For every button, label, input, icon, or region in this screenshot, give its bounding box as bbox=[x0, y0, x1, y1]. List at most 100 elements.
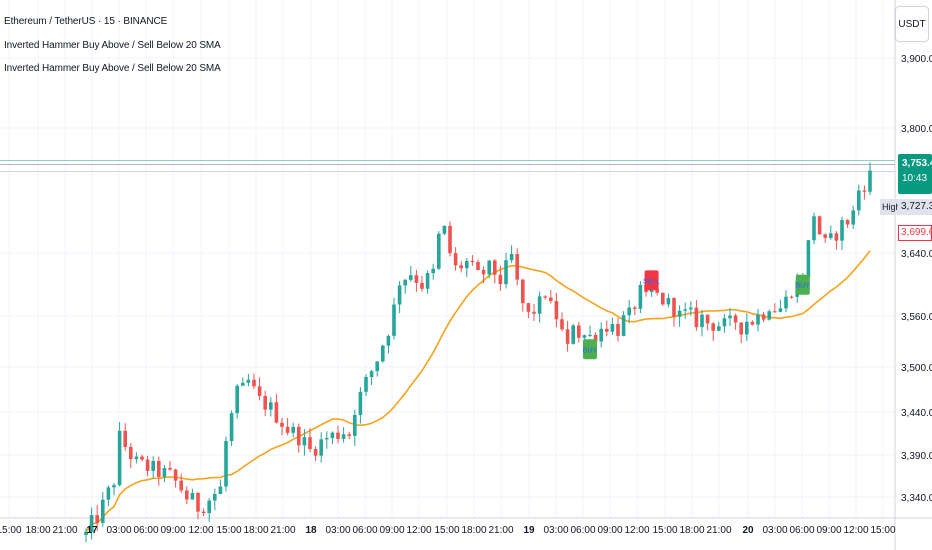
candle-body bbox=[845, 220, 850, 225]
bar-countdown: 10:43 bbox=[902, 173, 928, 184]
candle-body bbox=[560, 319, 564, 330]
buy-signal-marker: BUY bbox=[796, 274, 811, 295]
candle-body bbox=[173, 469, 178, 481]
candle-body bbox=[201, 511, 206, 514]
candle-body bbox=[582, 335, 587, 338]
candle-body bbox=[526, 303, 531, 312]
candle-body bbox=[588, 334, 592, 336]
candle-body bbox=[134, 456, 139, 460]
time-tick-label: 03:00 bbox=[762, 525, 787, 536]
time-tick-label: 15:00 bbox=[216, 525, 241, 536]
candle-body bbox=[213, 494, 217, 501]
price-tick-label: 3,900.00 bbox=[901, 54, 932, 65]
time-tick-label: 18 bbox=[305, 525, 317, 536]
time-tick-label: 12:00 bbox=[843, 525, 868, 536]
candle-body bbox=[347, 434, 351, 436]
candle-body bbox=[733, 315, 738, 323]
candle-body bbox=[308, 437, 312, 449]
last-price-tag: 3,753.42 10:43 bbox=[898, 154, 932, 194]
candle-body bbox=[722, 318, 727, 327]
candle-body bbox=[364, 377, 368, 392]
candle-body bbox=[269, 402, 273, 410]
candle-body bbox=[168, 468, 172, 470]
candle-body bbox=[224, 441, 228, 487]
candle-body bbox=[285, 426, 290, 433]
price-tick-label: 3,440.00 bbox=[901, 408, 932, 419]
candle-body bbox=[117, 430, 122, 486]
candle-body bbox=[218, 486, 223, 495]
candle-body bbox=[857, 190, 861, 211]
candle-body bbox=[381, 345, 385, 362]
candle-body bbox=[369, 371, 374, 378]
candle-body bbox=[95, 515, 99, 523]
candle-body bbox=[397, 285, 402, 305]
candle-body bbox=[677, 310, 682, 317]
candle-body bbox=[778, 308, 783, 312]
candle-body bbox=[235, 385, 239, 414]
candle-body bbox=[341, 434, 346, 439]
candle-body bbox=[655, 289, 659, 293]
candle-body bbox=[353, 414, 357, 436]
candle-body bbox=[151, 460, 155, 471]
candlestick-series bbox=[84, 162, 872, 543]
time-tick-label: 15:00 bbox=[0, 525, 22, 536]
candle-body bbox=[442, 225, 447, 234]
candle-body bbox=[190, 492, 195, 500]
currency-selector[interactable]: USDT bbox=[895, 6, 929, 42]
sell-marker-label: SELL bbox=[643, 278, 660, 285]
time-tick-label: 09:00 bbox=[816, 525, 841, 536]
candle-body bbox=[599, 328, 603, 342]
candle-body bbox=[571, 325, 575, 344]
symbol-title[interactable]: Ethereum / TetherUS · 15 · BINANCE bbox=[4, 16, 168, 27]
indicator-legend-2[interactable]: Inverted Hammer Buy Above / Sell Below 2… bbox=[4, 63, 221, 74]
time-tick-label: 19 bbox=[523, 525, 535, 536]
candle-body bbox=[101, 499, 105, 523]
candle-body bbox=[358, 391, 363, 415]
signal-markers: BUY SELL BUY bbox=[583, 270, 811, 360]
candle-body bbox=[616, 324, 620, 336]
candle-body bbox=[515, 254, 519, 280]
time-tick-label: 17 bbox=[86, 525, 98, 536]
candle-body bbox=[694, 307, 699, 328]
candle-body bbox=[823, 234, 827, 238]
time-tick-label: 18:00 bbox=[25, 525, 50, 536]
candle-body bbox=[274, 402, 279, 423]
sma-20-path bbox=[85, 250, 871, 533]
time-axis: 15:0018:0021:001703:0006:0009:0012:0015:… bbox=[0, 525, 896, 536]
time-tick-label: 12:00 bbox=[188, 525, 213, 536]
time-tick-label: 21:00 bbox=[270, 525, 295, 536]
time-tick-label: 18:00 bbox=[461, 525, 486, 536]
sma-20-line bbox=[85, 250, 871, 533]
candle-body bbox=[543, 296, 547, 298]
candle-body bbox=[621, 315, 626, 336]
time-tick-label: 09:00 bbox=[160, 525, 185, 536]
candle-body bbox=[89, 515, 94, 532]
indicator-legend-1[interactable]: Inverted Hammer Buy Above / Sell Below 2… bbox=[4, 40, 221, 51]
time-tick-label: 03:00 bbox=[106, 525, 131, 536]
time-tick-label: 21:00 bbox=[488, 525, 513, 536]
candle-body bbox=[302, 437, 307, 446]
candle-body bbox=[487, 260, 491, 275]
candle-body bbox=[649, 289, 654, 293]
candle-body bbox=[207, 500, 211, 514]
candle-body bbox=[145, 459, 150, 471]
high-price-tag: 3,727.34 bbox=[898, 199, 932, 215]
candle-body bbox=[157, 460, 161, 477]
candle-body bbox=[767, 311, 771, 320]
candle-body bbox=[112, 485, 116, 488]
candle-body bbox=[129, 446, 133, 460]
candle-body bbox=[140, 456, 144, 460]
candle-body bbox=[834, 233, 839, 241]
buy-marker-label: BUY bbox=[796, 283, 811, 290]
price-tick-label: 3,390.00 bbox=[901, 451, 932, 462]
candle-body bbox=[689, 307, 693, 310]
time-tick-label: 21:00 bbox=[706, 525, 731, 536]
time-tick-label: 12:00 bbox=[624, 525, 649, 536]
sma-price-tag: 3,699.63 bbox=[898, 225, 932, 241]
candle-body bbox=[392, 304, 396, 336]
time-tick-label: 18:00 bbox=[679, 525, 704, 536]
time-tick-label: 06:00 bbox=[570, 525, 595, 536]
candle-body bbox=[717, 326, 721, 331]
candle-body bbox=[453, 253, 458, 266]
